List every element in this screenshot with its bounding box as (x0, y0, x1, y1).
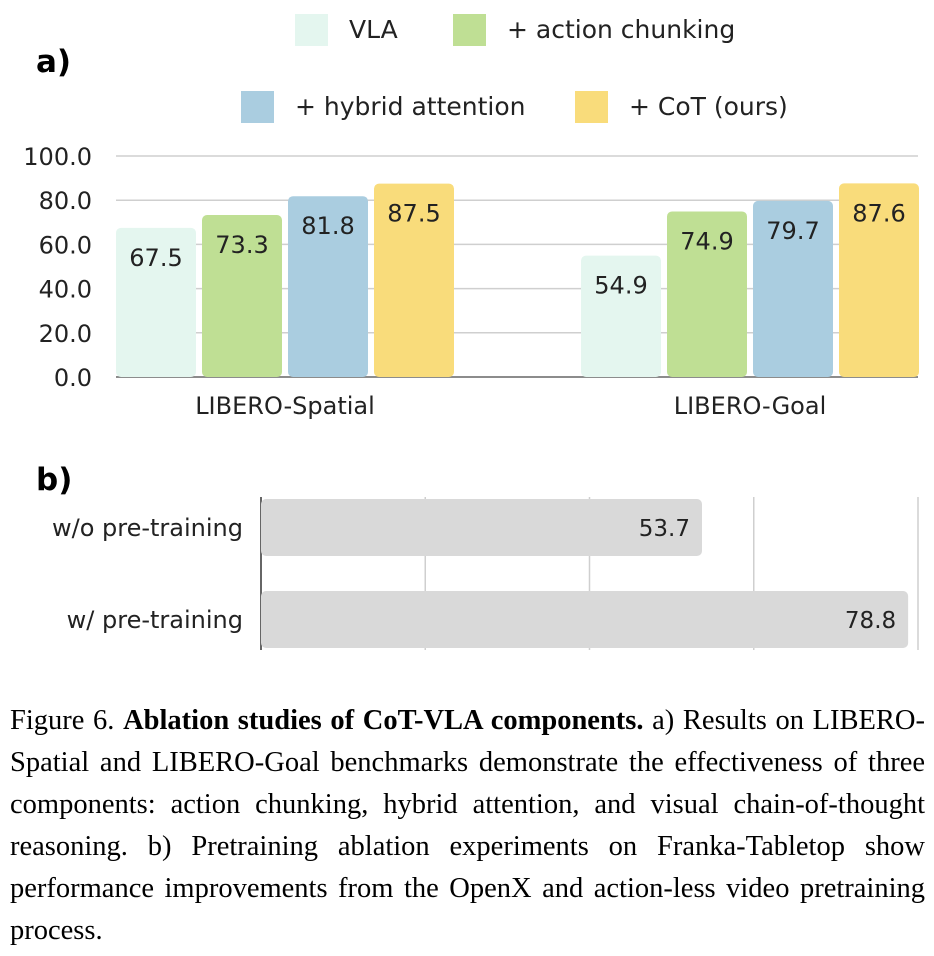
data-label: 53.7 (639, 516, 690, 542)
bar-libero-spatial-vla (116, 227, 196, 377)
bar-libero-spatial-action-chunking (202, 215, 282, 377)
panel-b-label: b) (36, 462, 72, 498)
data-label: 87.6 (852, 199, 905, 227)
y-tick-label: 20.0 (39, 320, 92, 348)
y-tick-label: 0.0 (54, 364, 92, 392)
bar-libero-goal-hybrid-attention (753, 200, 833, 377)
legend-label-hybrid-attention: + hybrid attention (295, 92, 525, 121)
data-label: 87.5 (387, 200, 440, 228)
x-category-label: LIBERO-Spatial (195, 392, 375, 420)
y-tick-label: 100.0 (23, 143, 92, 171)
legend-label-vla: VLA (349, 15, 398, 44)
legend-label-action-chunking: + action chunking (507, 15, 735, 44)
bar-libero-goal-cot-ours (839, 183, 919, 377)
caption-label: Figure 6. (10, 705, 115, 736)
data-label: 54.9 (594, 272, 647, 300)
y-tick-label: 60.0 (39, 231, 92, 259)
figure-canvas: a) VLA + action chunking + hybrid attentio… (23, 14, 919, 650)
y-tick-label: 40.0 (39, 276, 92, 304)
caption-title: Ablation studies of CoT-VLA components. (123, 705, 644, 736)
bar-libero-spatial-cot-ours (374, 183, 454, 377)
data-label: 74.9 (680, 227, 733, 255)
bar-libero-spatial-hybrid-attention (288, 196, 368, 377)
legend-swatch-vla (295, 14, 328, 46)
legend-label-cot-ours: + CoT (ours) (629, 92, 788, 121)
legend: VLA + action chunking + hybrid attention + … (241, 14, 788, 123)
legend-swatch-cot-ours (575, 91, 608, 123)
data-label: 73.3 (215, 231, 268, 259)
y-tick-label: 80.0 (39, 187, 92, 215)
bar-libero-goal-vla (581, 255, 661, 377)
bar-libero-goal-action-chunking (667, 211, 747, 377)
bar-w-o-pre-training (261, 499, 703, 556)
data-label: 79.7 (766, 217, 819, 245)
bar-w-pre-training (261, 591, 909, 648)
bar-chart-b: 53.7 w/o pre-training 78.8 w/ pre-training (52, 497, 919, 650)
panel-a-label: a) (36, 44, 71, 80)
data-label: 78.8 (845, 608, 896, 634)
data-label: 81.8 (301, 212, 354, 240)
bar-chart-a: 0.0 20.0 40.0 60.0 80.0 100.0 67.5 73.3 81.8 87.5… (23, 143, 919, 420)
y-category-label: w/ pre-training (67, 606, 243, 634)
y-category-label: w/o pre-training (52, 514, 243, 542)
legend-swatch-action-chunking (453, 14, 486, 46)
data-label: 67.5 (129, 244, 182, 272)
legend-swatch-hybrid-attention (241, 91, 274, 123)
caption-body: a) Results on LIBERO-Spatial and LIBERO-… (10, 705, 926, 946)
figure-caption: Figure 6. Ablation studies of CoT-VLA co… (10, 700, 925, 952)
x-category-label: LIBERO-Goal (674, 392, 827, 420)
